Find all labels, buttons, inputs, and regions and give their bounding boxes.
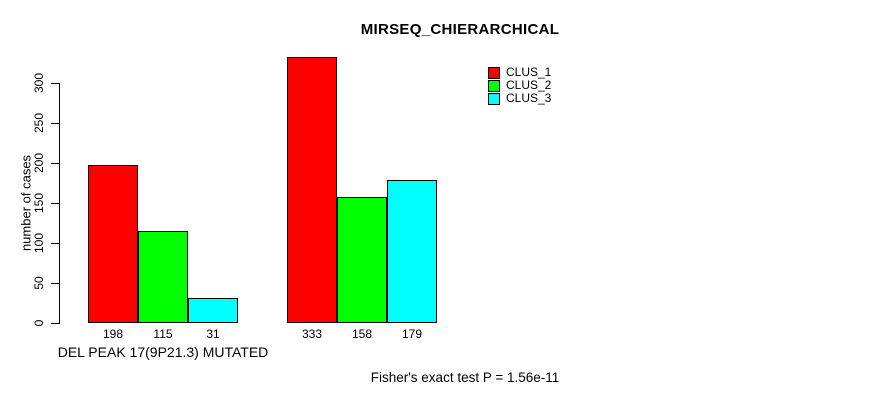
legend-row: CLUS_1 [488, 66, 551, 79]
bar-clus_2-group2 [337, 197, 387, 323]
legend-swatch-clus_2 [488, 79, 500, 92]
y-tick-label: 0 [32, 319, 46, 327]
bar-clus_1-group1 [88, 165, 138, 323]
legend-swatch-clus_1 [488, 66, 500, 79]
y-tick [51, 243, 59, 244]
y-tick-label: 150 [32, 192, 46, 214]
chart-title: MIRSEQ_CHIERARCHICAL [360, 21, 560, 38]
pvalue-annotation: Fisher's exact test P = 1.56e-11 [370, 370, 560, 385]
y-tick [51, 163, 59, 164]
bar-clus_3-group1 [188, 298, 238, 323]
y-tick [51, 83, 59, 84]
y-tick [51, 203, 59, 204]
legend-row: CLUS_2 [488, 79, 551, 92]
legend-label: CLUS_3 [506, 91, 552, 105]
y-tick [51, 323, 59, 324]
y-tick-label: 300 [32, 72, 46, 94]
y-tick [51, 123, 59, 124]
bar-clus_3-group2 [387, 180, 437, 323]
bar-value-label: 158 [351, 327, 373, 341]
bar-value-label: 198 [102, 327, 124, 341]
legend-row: CLUS_3 [488, 92, 551, 105]
legend-label: CLUS_1 [506, 65, 552, 79]
bar-value-label: 333 [301, 327, 323, 341]
y-tick-label: 200 [32, 152, 46, 174]
y-tick [51, 283, 59, 284]
y-tick-label: 50 [32, 276, 46, 290]
y-axis [59, 83, 60, 324]
group-label: DEL PEAK 17(9P21.3) MUTATED [57, 344, 269, 360]
legend-label: CLUS_2 [506, 78, 552, 92]
bar-value-label: 31 [206, 327, 220, 341]
y-tick-label: 100 [32, 232, 46, 254]
bar-value-label: 115 [153, 327, 173, 341]
bar-clus_2-group1 [138, 231, 188, 323]
legend-swatch-clus_3 [488, 92, 500, 105]
y-tick-label: 250 [32, 112, 46, 134]
legend: CLUS_1 CLUS_2 CLUS_3 [488, 66, 551, 105]
bar-value-label: 179 [401, 327, 423, 341]
bar-clus_1-group2 [287, 57, 337, 323]
